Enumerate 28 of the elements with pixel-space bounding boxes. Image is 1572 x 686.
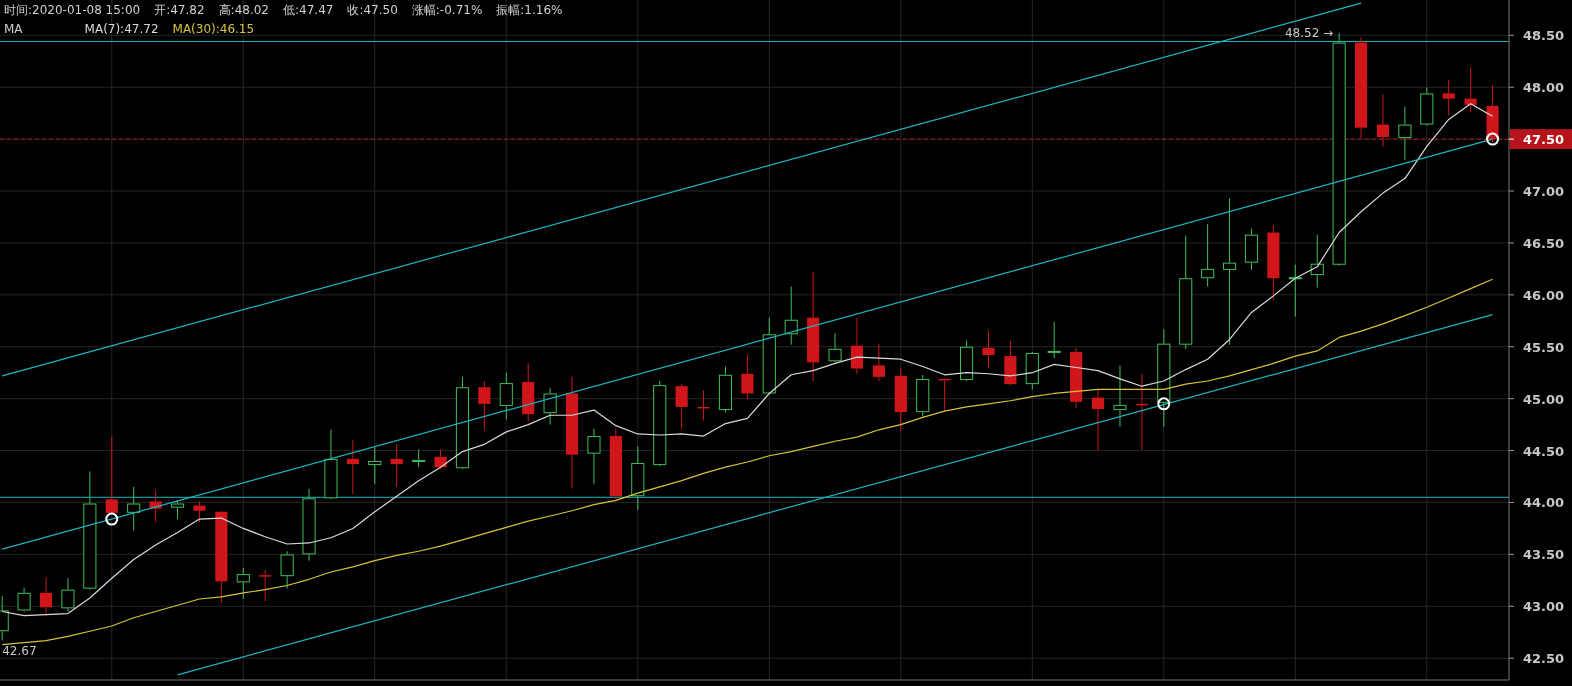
y-tick-label: 42.50 [1523, 651, 1565, 667]
annotation: 42.67 [2, 643, 37, 658]
annotation: 48.52 → [1284, 26, 1334, 41]
annotation: 振幅:1.16% [496, 3, 563, 17]
text: MA(7):47.72 [84, 22, 159, 36]
annotation: 涨幅:-0.71% [411, 3, 483, 17]
y-tick-label: 47.00 [1523, 184, 1565, 200]
y-tick-label: 44.50 [1523, 443, 1565, 459]
annotation: 高:48.02 [218, 3, 269, 17]
y-tick-label: 46.50 [1523, 235, 1565, 251]
annotation: 低:47.47 [283, 3, 334, 17]
y-tick-label: 48.50 [1523, 28, 1565, 44]
annotation: 时间:2020-01-08 15:00 [4, 3, 141, 17]
point [1157, 397, 1171, 411]
y-tick-label: 47.50 [1523, 132, 1565, 148]
y-tick-label: 44.00 [1523, 495, 1565, 511]
y-tick-label: 45.00 [1523, 391, 1565, 407]
y-tick-label: 45.50 [1523, 339, 1565, 355]
y-tick-label: 48.00 [1523, 80, 1565, 96]
y-tick-label: 46.00 [1523, 287, 1565, 303]
annotation: 收:47.50 [347, 3, 398, 17]
annotation: 开:47.82 [154, 3, 205, 17]
legend-title: MA [4, 22, 24, 36]
point [1486, 132, 1500, 146]
y-tick-label: 43.00 [1523, 599, 1565, 615]
y-tick-label: 43.50 [1523, 547, 1565, 563]
point [105, 512, 119, 526]
text: MA(30):46.15 [172, 22, 255, 36]
